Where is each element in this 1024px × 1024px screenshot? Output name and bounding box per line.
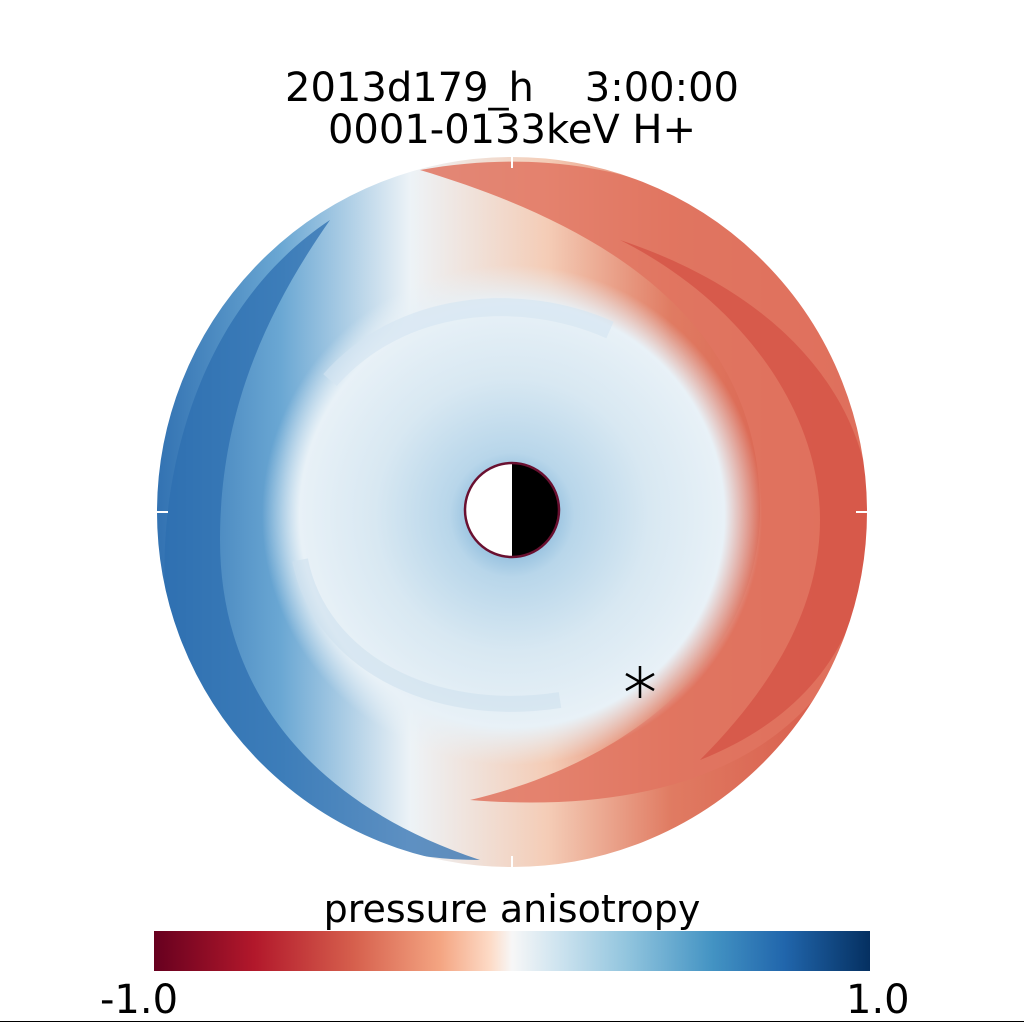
asterisk-marker-icon (625, 666, 655, 698)
nightside-crescent (164, 220, 480, 860)
swirl-2 (292, 558, 562, 712)
colorbar-min-label: -1.0 (100, 977, 179, 1023)
colorbar (154, 931, 870, 971)
bottom-rule (0, 1021, 1024, 1022)
chart-title-line-1: 2013d179_h 3:00:00 (285, 65, 739, 111)
chart-title-line-2: 0001-0133keV H+ (327, 107, 697, 153)
colorbar-max-label: 1.0 (846, 977, 910, 1023)
swirl-1 (323, 298, 614, 386)
earth-icon (463, 461, 561, 559)
colorbar-title: pressure anisotropy (323, 887, 701, 931)
dayside-core (620, 240, 868, 760)
